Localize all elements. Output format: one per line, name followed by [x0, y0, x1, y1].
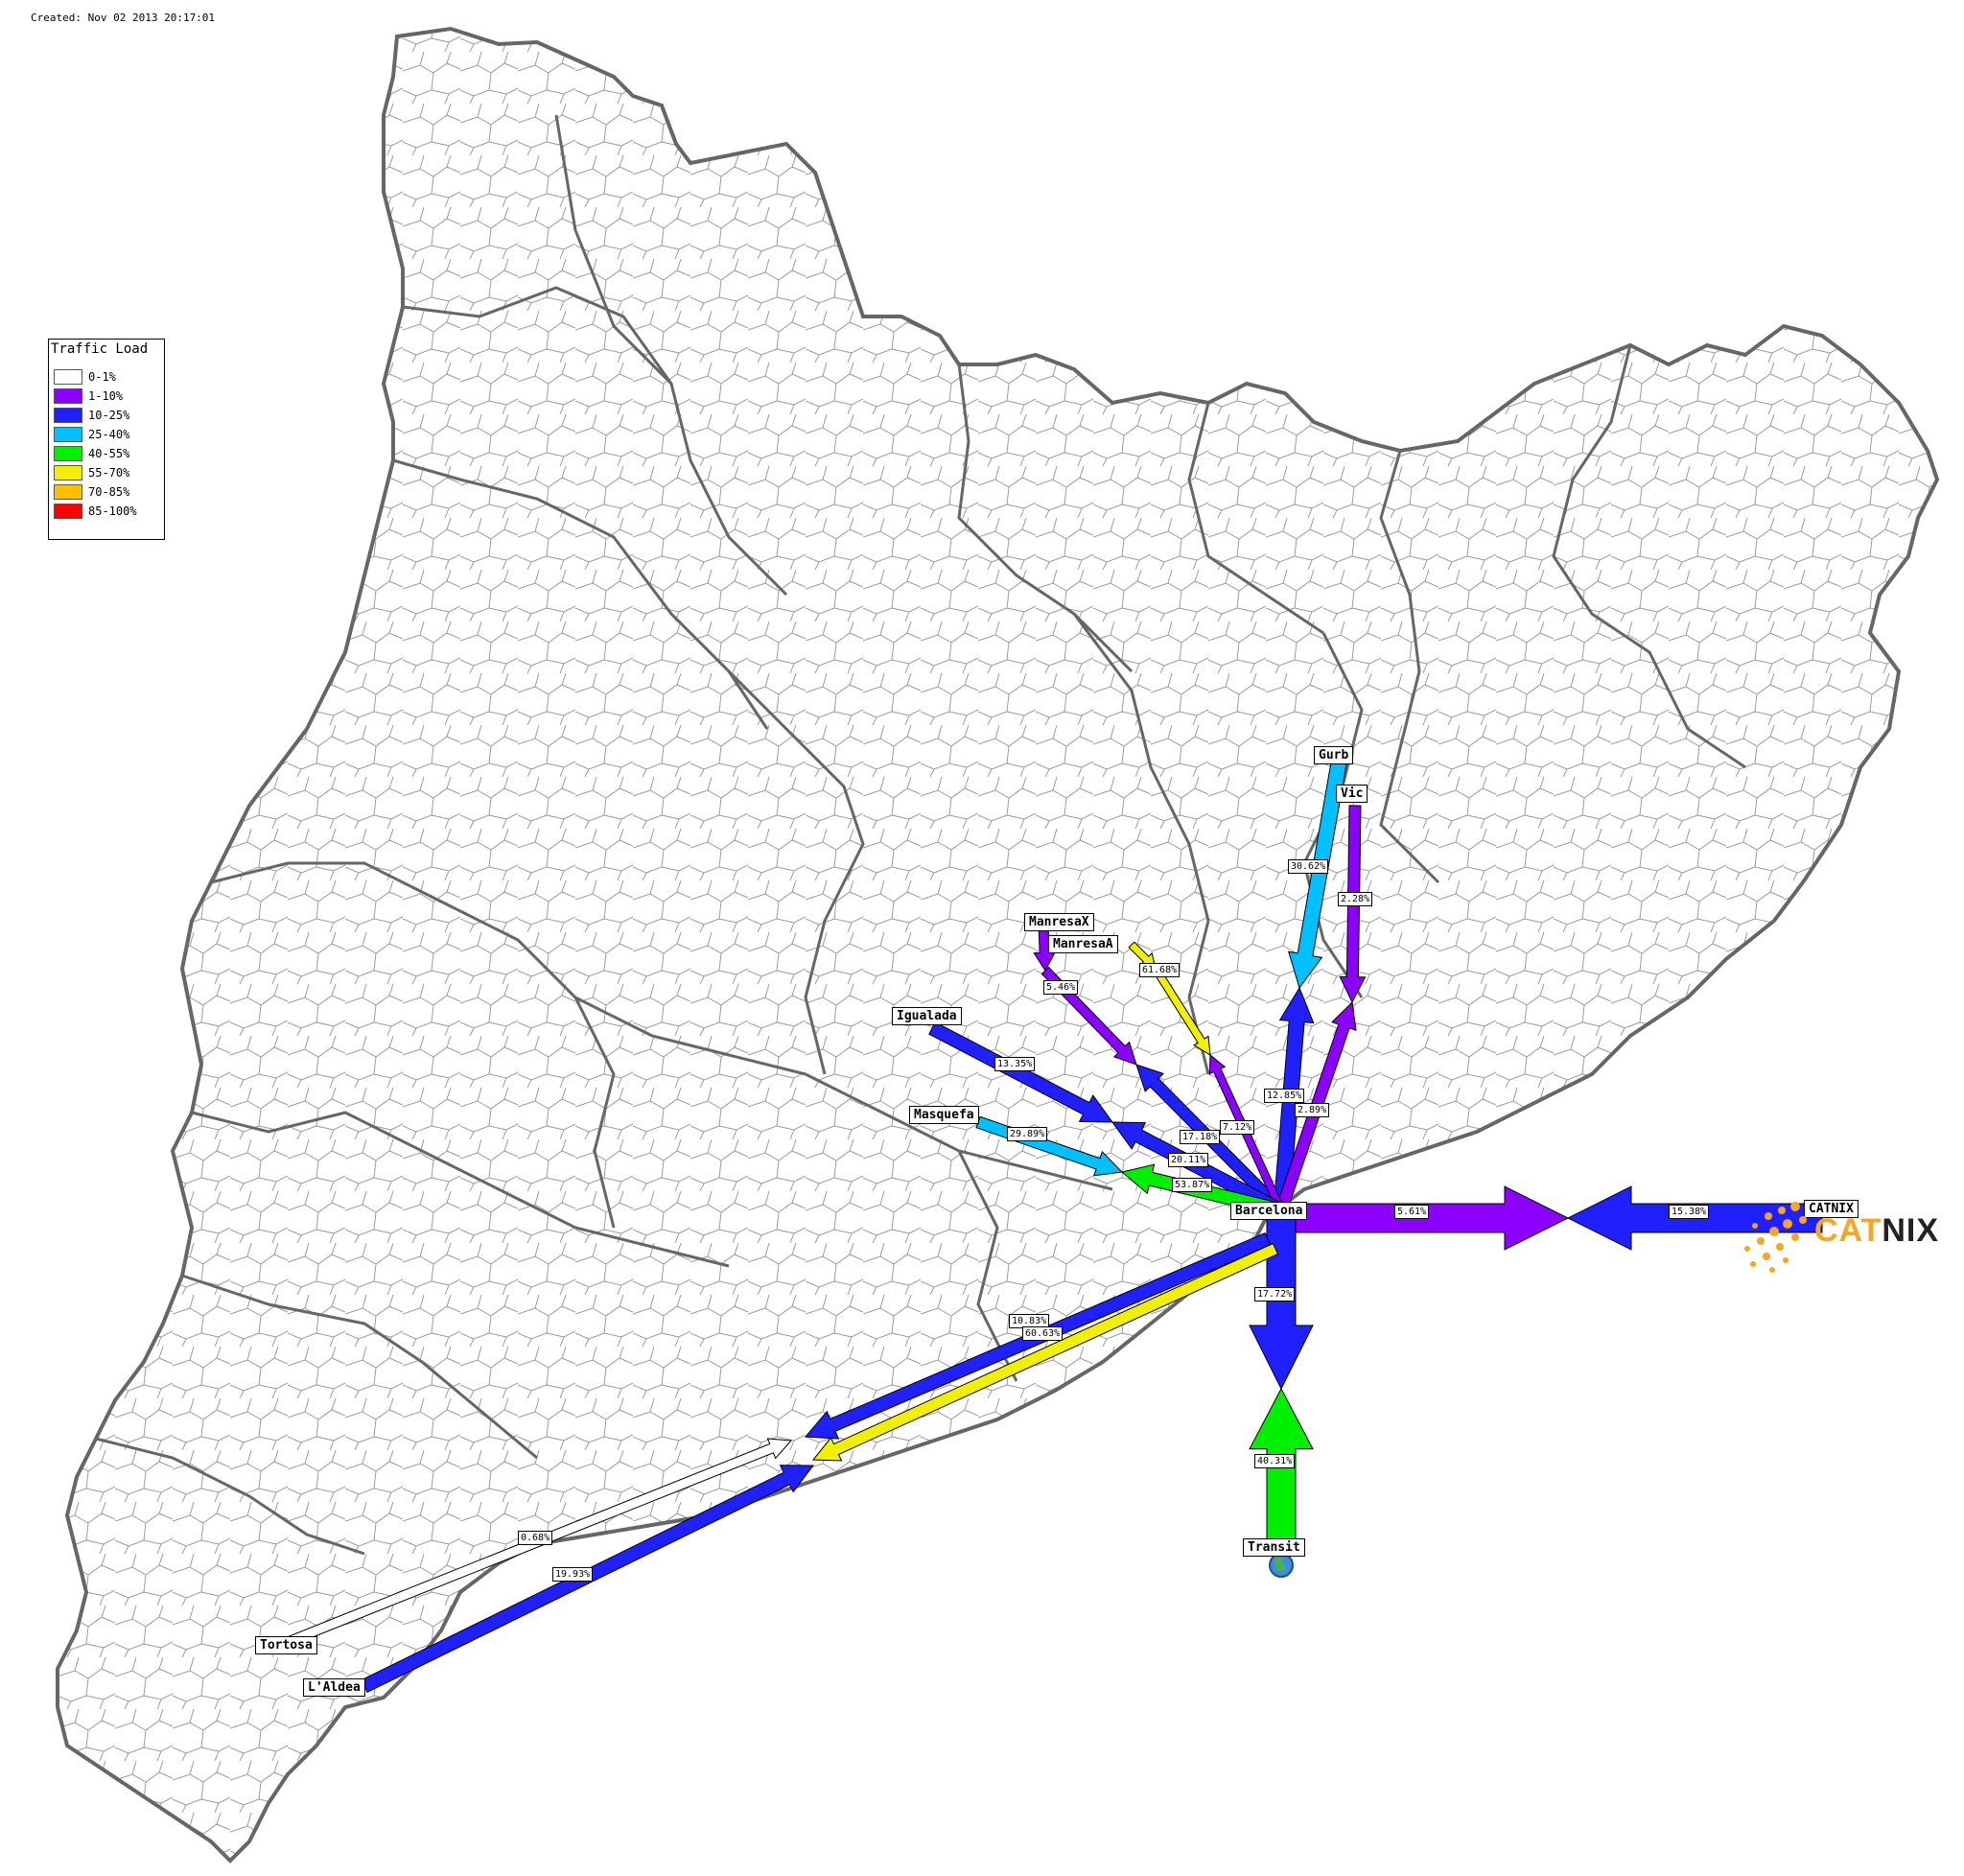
legend-item: 85-100%: [54, 503, 161, 520]
link-label: 61.68%: [1139, 963, 1181, 977]
node-vic[interactable]: Vic: [1336, 785, 1368, 803]
legend-swatch: [54, 446, 82, 461]
link-label: 30.62%: [1288, 859, 1329, 874]
legend-item: 25-40%: [54, 426, 161, 443]
legend-title: Traffic Load: [51, 341, 149, 357]
arrow-barcelona-transit: [1249, 1217, 1314, 1391]
catnix-wordmark: CATNIX: [1814, 1212, 1939, 1250]
legend-label: 70-85%: [88, 485, 130, 499]
traffic-load-legend: Traffic Load 0-1% 1-10% 10-25% 25-40% 40…: [48, 339, 165, 540]
logo-part-cat: CAT: [1814, 1212, 1882, 1249]
legend-label: 85-100%: [88, 504, 137, 518]
link-label: 17.18%: [1180, 1130, 1221, 1144]
created-timestamp: Created: Nov 02 2013 20:17:01: [31, 12, 216, 24]
link-label: 60.63%: [1022, 1326, 1064, 1341]
region-outline: [56, 26, 1940, 1864]
arrow-manresaa-barcelona: [1151, 966, 1211, 1056]
link-label: 17.72%: [1254, 1287, 1296, 1301]
link-label: 2.89%: [1295, 1103, 1330, 1117]
link-label: 29.89%: [1007, 1127, 1048, 1141]
node-manresaa[interactable]: ManresaA: [1048, 935, 1118, 953]
arrow-manresaa-bend: [1128, 941, 1157, 970]
legend-item: 70-85%: [54, 483, 161, 501]
node-barcelona[interactable]: Barcelona: [1230, 1202, 1308, 1220]
link-label: 20.11%: [1168, 1153, 1209, 1167]
node-catnix[interactable]: CATNIX: [1804, 1200, 1859, 1218]
node-laldea[interactable]: L'Aldea: [303, 1678, 365, 1697]
legend-label: 10-25%: [88, 409, 130, 422]
legend-swatch: [54, 504, 82, 519]
legend-swatch: [54, 427, 82, 442]
comarca-borders: [95, 114, 1746, 1556]
link-label: 15.38%: [1669, 1205, 1710, 1219]
catnix-dots-icon: [1744, 1202, 1807, 1273]
node-tortosa[interactable]: Tortosa: [255, 1636, 317, 1654]
node-igualada[interactable]: Igualada: [892, 1007, 962, 1025]
logo-part-nix: NIX: [1882, 1212, 1940, 1249]
link-label: 19.93%: [552, 1567, 594, 1582]
legend-item: 10-25%: [54, 407, 161, 424]
catnix-logo: CATNIX: [1736, 1199, 1938, 1276]
link-label: 5.61%: [1394, 1205, 1430, 1219]
legend-label: 1-10%: [88, 389, 124, 403]
legend-item: 1-10%: [54, 387, 161, 405]
link-label: 2.28%: [1338, 892, 1373, 906]
legend-swatch: [54, 408, 82, 423]
arrow-barcelona-south-b: [811, 1242, 1279, 1462]
legend-swatch: [54, 465, 82, 481]
link-label: 40.31%: [1254, 1454, 1296, 1468]
node-manresax[interactable]: ManresaX: [1024, 913, 1094, 931]
link-label: 53.87%: [1172, 1178, 1213, 1192]
arrow-igualada-barcelona: [928, 1021, 1113, 1123]
link-label: 5.46%: [1043, 980, 1079, 995]
node-gurb[interactable]: Gurb: [1314, 746, 1354, 764]
link-label: 13.35%: [994, 1057, 1036, 1071]
node-transit[interactable]: Transit: [1243, 1538, 1305, 1557]
legend-label: 40-55%: [88, 447, 130, 460]
legend-swatch: [54, 484, 82, 500]
legend-swatch: [54, 369, 82, 385]
link-label: 0.68%: [518, 1531, 553, 1545]
link-label: 12.85%: [1264, 1089, 1305, 1103]
legend-label: 55-70%: [88, 466, 130, 480]
legend-label: 25-40%: [88, 428, 130, 441]
legend-item: 40-55%: [54, 445, 161, 462]
legend-item: 0-1%: [54, 368, 161, 386]
node-masquefa[interactable]: Masquefa: [909, 1106, 979, 1124]
link-label: 7.12%: [1220, 1120, 1255, 1135]
legend-item: 55-70%: [54, 464, 161, 481]
legend-label: 0-1%: [88, 370, 116, 384]
legend-swatch: [54, 388, 82, 404]
globe-landmass: [1274, 1558, 1287, 1572]
